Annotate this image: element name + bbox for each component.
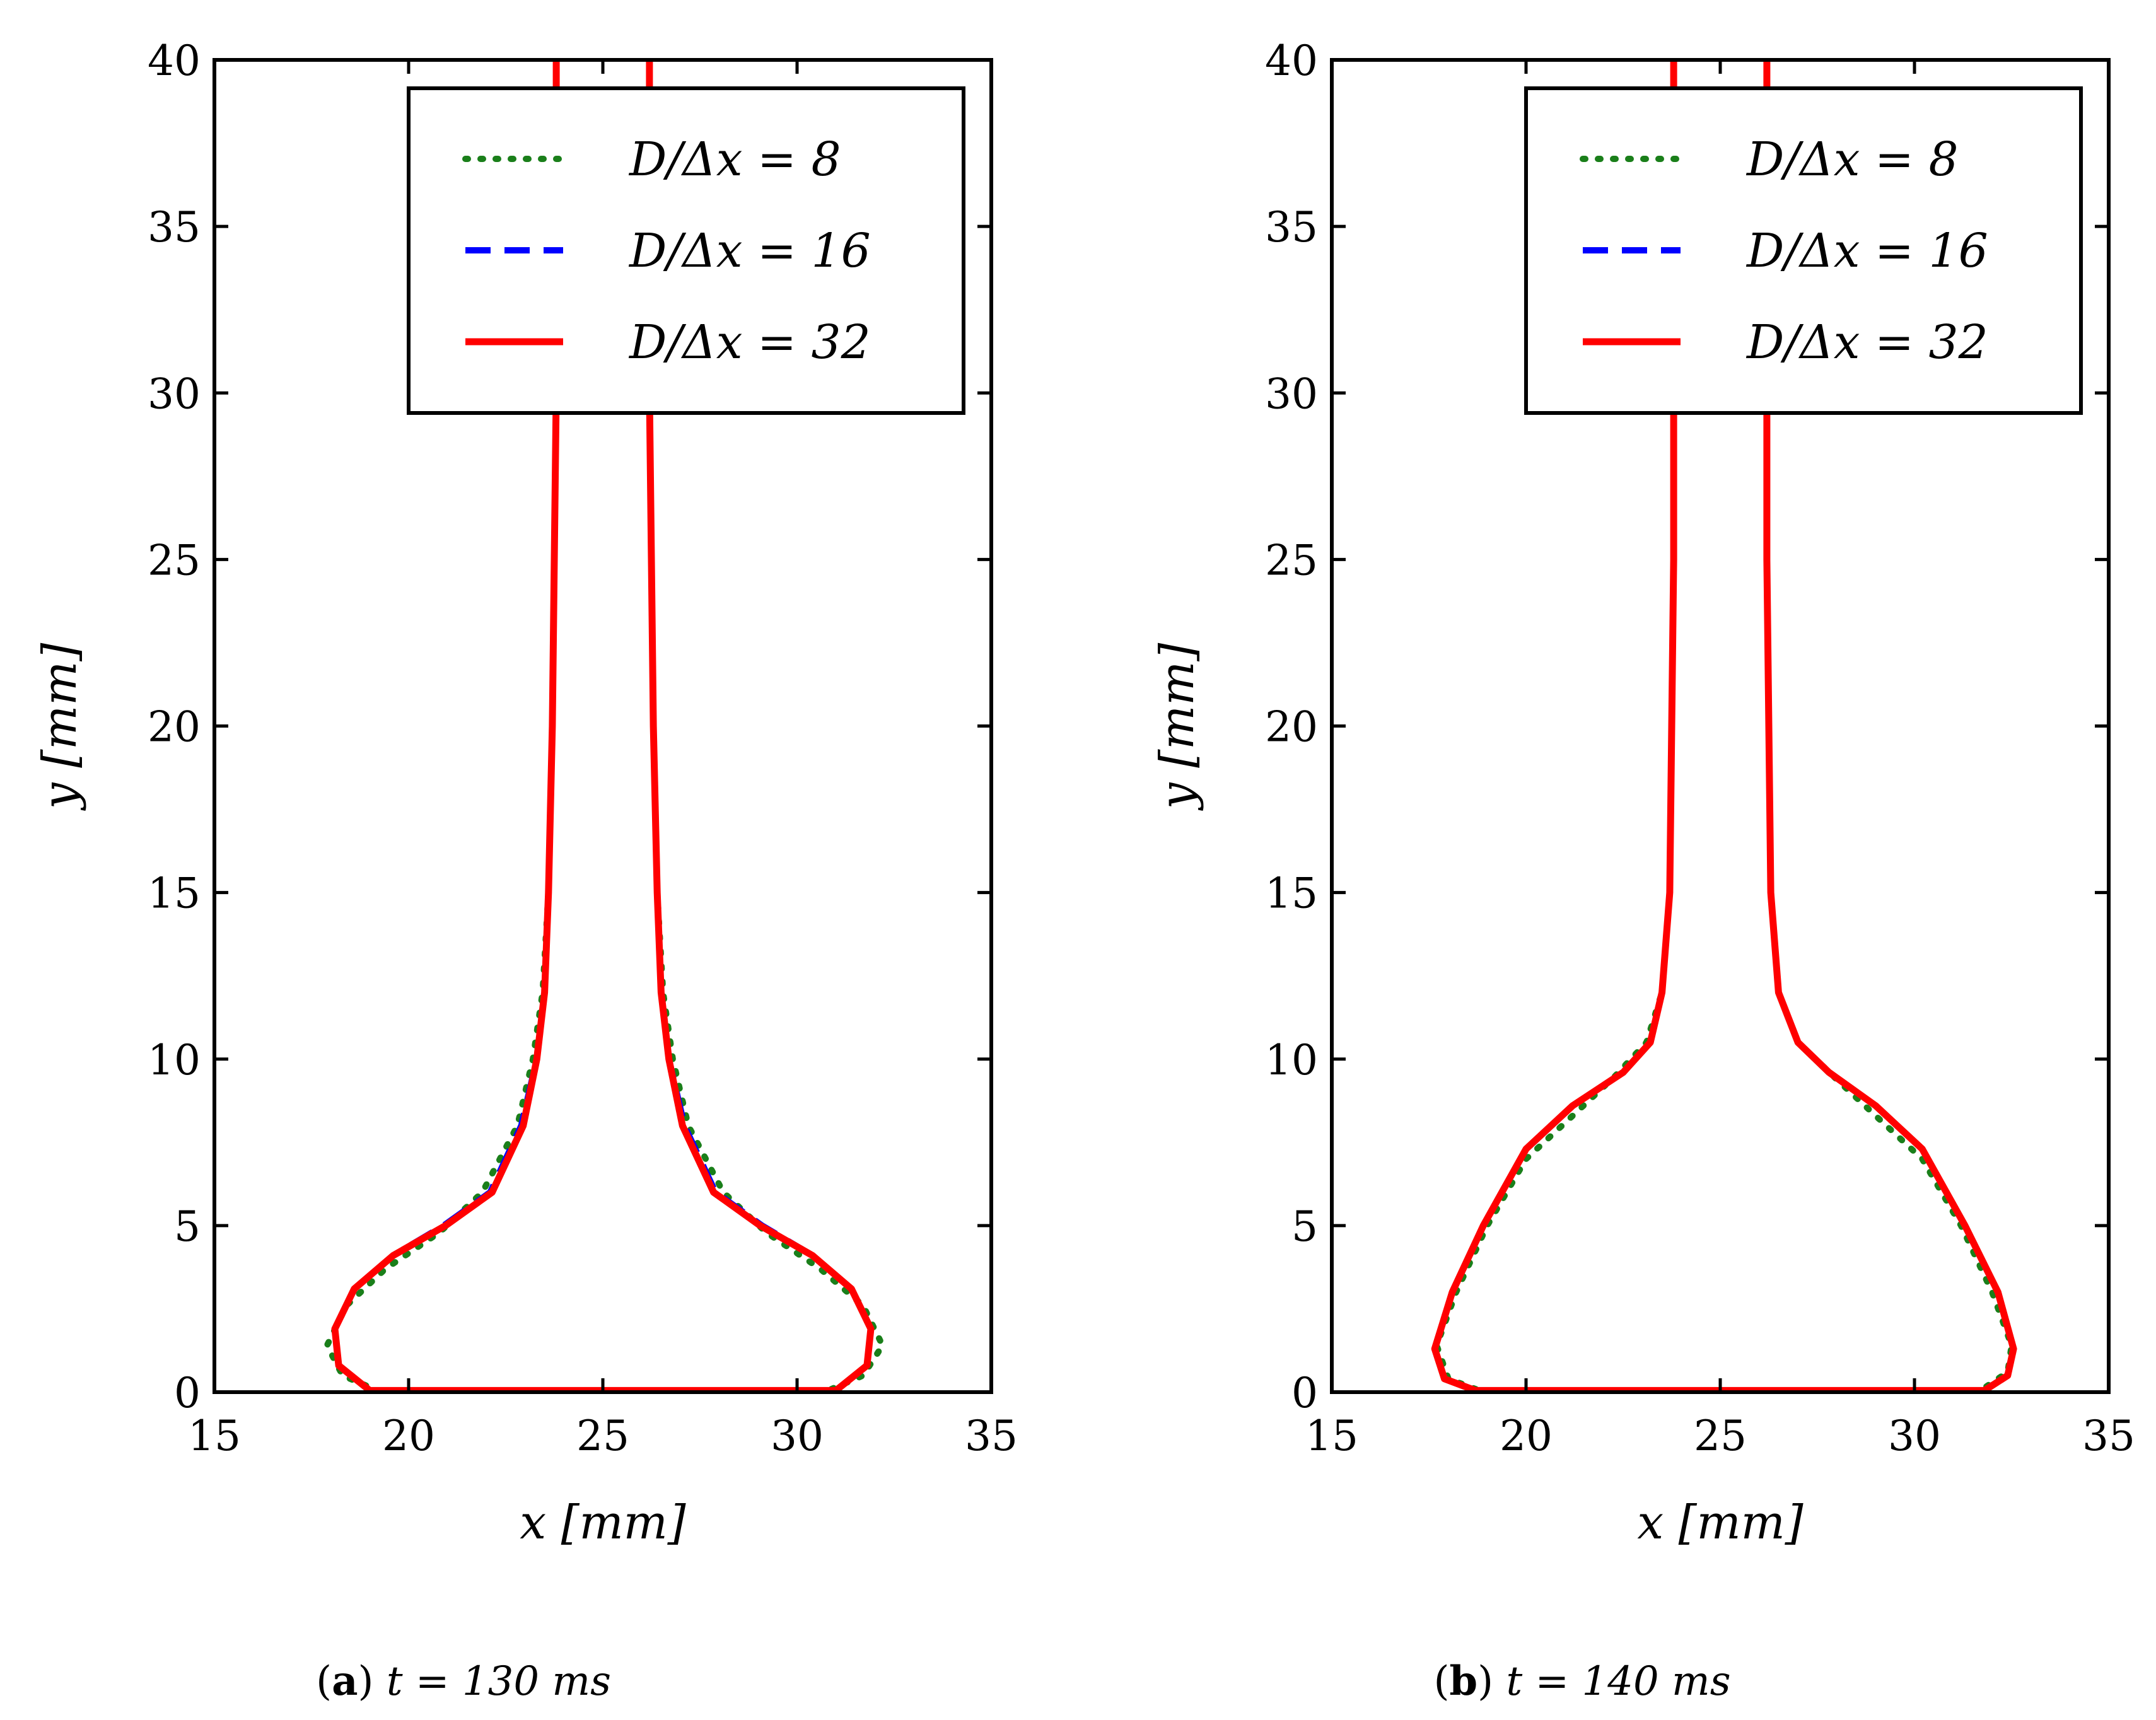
legend-label-b-1: D/Δx = 8	[1745, 132, 1959, 187]
legend-box-a	[407, 86, 965, 415]
legend-label-a-1: D/Δx = 8	[628, 132, 841, 187]
y-axis-label-a: y [mm]	[33, 643, 87, 811]
x-tick-label-a-20: 20	[382, 1412, 435, 1460]
legend-label-a-3: D/Δx = 32	[628, 315, 871, 369]
y-tick-label-a-10: 10	[148, 1036, 201, 1084]
legend-label-a-2: D/Δx = 16	[628, 224, 871, 278]
x-tick-label-b-25: 25	[1694, 1412, 1747, 1460]
y-tick-label-a-0: 0	[174, 1369, 201, 1417]
x-tick-label-a-25: 25	[576, 1412, 629, 1460]
y-tick-label-a-5: 5	[174, 1202, 201, 1251]
y-tick-label-b-15: 15	[1265, 869, 1318, 918]
y-tick-label-b-10: 10	[1265, 1036, 1318, 1084]
y-tick-label-b-0: 0	[1291, 1369, 1318, 1417]
y-tick-label-b-30: 30	[1265, 369, 1318, 418]
x-tick-label-a-15: 15	[188, 1412, 241, 1460]
y-tick-label-a-20: 20	[148, 703, 201, 752]
x-tick-label-b-35: 35	[2082, 1412, 2135, 1460]
x-tick-label-b-15: 15	[1305, 1412, 1358, 1460]
legend-a: D/Δx = 8 D/Δx = 16 D/Δx = 32	[407, 86, 965, 415]
y-tick-label-a-40: 40	[148, 37, 201, 85]
legend-label-b-2: D/Δx = 16	[1745, 224, 1988, 278]
legend-label-b-3: D/Δx = 32	[1745, 315, 1988, 369]
caption-b-text: (b) t = 140 ms	[1433, 1658, 1730, 1705]
y-tick-label-a-25: 25	[148, 536, 201, 584]
y-tick-label-b-40: 40	[1265, 37, 1318, 85]
y-axis-label-b: y [mm]	[1150, 643, 1204, 811]
y-tick-label-a-15: 15	[148, 869, 201, 918]
x-axis-label-a: x [mm]	[520, 1496, 685, 1550]
panel-a: 15 20 25 30 35 0 5 10 15 20 25 30 35 40 x [mm] y [mm] D/…	[33, 37, 1018, 1550]
y-tick-label-a-35: 35	[148, 203, 201, 252]
x-tick-label-b-30: 30	[1888, 1412, 1941, 1460]
y-tick-label-b-20: 20	[1265, 703, 1318, 752]
x-tick-label-a-30: 30	[771, 1412, 824, 1460]
caption-b: (b) t = 140 ms	[1433, 1658, 1730, 1705]
legend-b: D/Δx = 8 D/Δx = 16 D/Δx = 32	[1524, 86, 2083, 415]
caption-a-text: (a) t = 130 ms	[316, 1658, 611, 1705]
x-axis-label-b: x [mm]	[1637, 1496, 1803, 1550]
y-tick-label-b-35: 35	[1265, 203, 1318, 252]
panel-b: 15 20 25 30 35 0 5 10 15 20 25 30 35 40 x [mm] y [mm] D/…	[1150, 37, 2135, 1550]
x-tick-label-b-20: 20	[1500, 1412, 1553, 1460]
caption-a: (a) t = 130 ms	[316, 1658, 611, 1705]
x-tick-label-a-35: 35	[965, 1412, 1018, 1460]
y-tick-label-a-30: 30	[148, 369, 201, 418]
legend-box-b	[1524, 86, 2083, 415]
y-tick-label-b-25: 25	[1265, 536, 1318, 584]
y-tick-label-b-5: 5	[1291, 1202, 1318, 1251]
